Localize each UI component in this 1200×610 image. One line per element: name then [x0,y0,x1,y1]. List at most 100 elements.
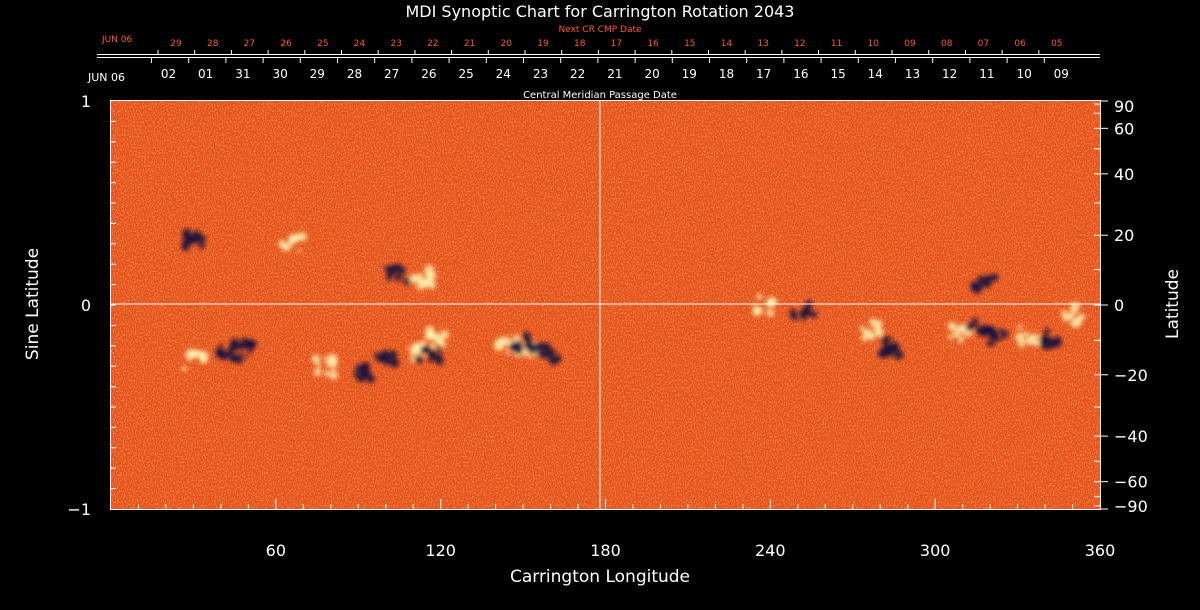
next-cr-date-label: 11 [831,39,842,49]
flux-patch [237,341,247,351]
active-region-positive [181,349,209,372]
cmp-date-label: 02 [161,67,176,81]
active-region-negative [229,337,257,358]
x-tick-label: 60 [266,541,286,560]
y-right-tick-label: 90 [1114,97,1134,116]
next-cr-date-label: 29 [170,39,182,49]
flux-patch [438,348,443,353]
flux-patch [954,325,958,330]
flux-patch [880,334,890,344]
cmp-date-label: 11 [979,67,994,81]
next-cr-date-label: 20 [501,39,513,49]
active-region-positive [311,353,339,380]
chart-title: MDI Synoptic Chart for Carrington Rotati… [406,2,795,21]
x-tick-label: 240 [755,541,786,560]
flux-patch [248,349,254,354]
y-left-tick-label: 1 [81,92,91,111]
active-region-negative [373,350,400,368]
active-region-negative [982,325,1009,348]
flux-patch [409,350,416,356]
flux-patch [414,355,423,364]
active-region-negative [509,331,538,355]
active-region-positive [278,232,307,253]
flux-patch [394,273,403,282]
active-region-negative [353,361,376,384]
next-cr-date-label: 12 [794,39,805,49]
active-region-negative [965,317,992,338]
flux-patch [1060,310,1066,316]
active-region-positive [752,293,778,317]
cmp-date-label: 18 [719,67,734,81]
cmp-date-label: 20 [644,67,659,81]
flux-patch [766,297,776,307]
flux-patch [990,273,999,282]
flux-patch [1018,340,1025,348]
flux-patch [297,249,302,253]
flux-patch [801,309,806,314]
y-left-tick-label: 0 [81,296,91,315]
flux-patch [430,343,436,349]
flux-patch [877,349,887,358]
next-cr-cmp-axis: JUN 06 29 28 27 26 25 24 23 22 21 20 19 18 17 16 15 14 13… [97,35,1100,55]
y-right-tick-label: 20 [1114,226,1134,245]
cmp-axis-label: Central Meridian Passage Date [523,90,677,101]
flux-patch [420,348,426,354]
y-right-tick-label: 40 [1114,165,1134,184]
flux-patch [536,350,543,357]
flux-patch [986,326,995,334]
flux-patch [331,357,337,363]
flux-patch [382,350,391,359]
flux-patch [509,341,519,352]
flux-patch [241,337,246,342]
flux-patch [874,321,880,328]
flux-patch [428,281,436,289]
flux-patch [281,242,291,252]
flux-patch [446,333,450,337]
flux-patch [1026,335,1037,346]
active-region-negative [414,343,444,366]
flux-patch [384,265,389,270]
next-cr-start-label: JUN 06 [101,35,133,45]
cmp-date-label: 30 [272,67,287,81]
flux-patch [1034,333,1040,340]
next-cr-date-label: 18 [574,39,586,49]
flux-patch [357,374,365,383]
cmp-date-label: 13 [905,67,920,81]
flux-patch [949,325,953,329]
flux-patch [323,356,328,361]
y-right-tick-label: 60 [1114,119,1134,138]
flux-patch [1070,316,1074,321]
next-cr-date-label: 09 [904,39,916,49]
y-right-tick-label: −20 [1114,366,1148,385]
next-cr-date-label: 10 [868,39,880,49]
flux-patch [314,368,322,375]
flux-patch [981,281,988,288]
flux-patch [1023,331,1029,337]
flux-patch [427,352,436,361]
cmp-date-label: 29 [310,67,325,81]
next-cr-date-label: 27 [244,39,255,49]
cmp-date-label: 28 [347,67,362,81]
x-tick-label: 300 [920,541,951,560]
flux-patch [188,354,193,360]
flux-patch [977,275,985,283]
flux-patch [409,357,416,363]
flux-patch [185,349,195,359]
flux-patch [222,356,227,361]
flux-patch [959,334,963,338]
active-region-positive [424,325,450,349]
y-axis-label-right: Latitude [1163,269,1183,339]
flux-patch [765,310,770,314]
next-cr-date-label: 16 [647,39,659,49]
flux-patch [325,360,333,367]
flux-patch [396,266,400,270]
cmp-date-label: 12 [942,67,957,81]
cmp-date-label: 10 [1016,67,1031,81]
cmp-date-label: 09 [1054,67,1069,81]
flux-patch [969,323,974,328]
y-right-tick-label: −90 [1114,497,1148,516]
flux-patch [810,310,818,319]
flux-patch [243,353,248,358]
sine-latitude-axis: 1 0 −1 [67,92,116,519]
cmp-date-label: 23 [533,67,548,81]
